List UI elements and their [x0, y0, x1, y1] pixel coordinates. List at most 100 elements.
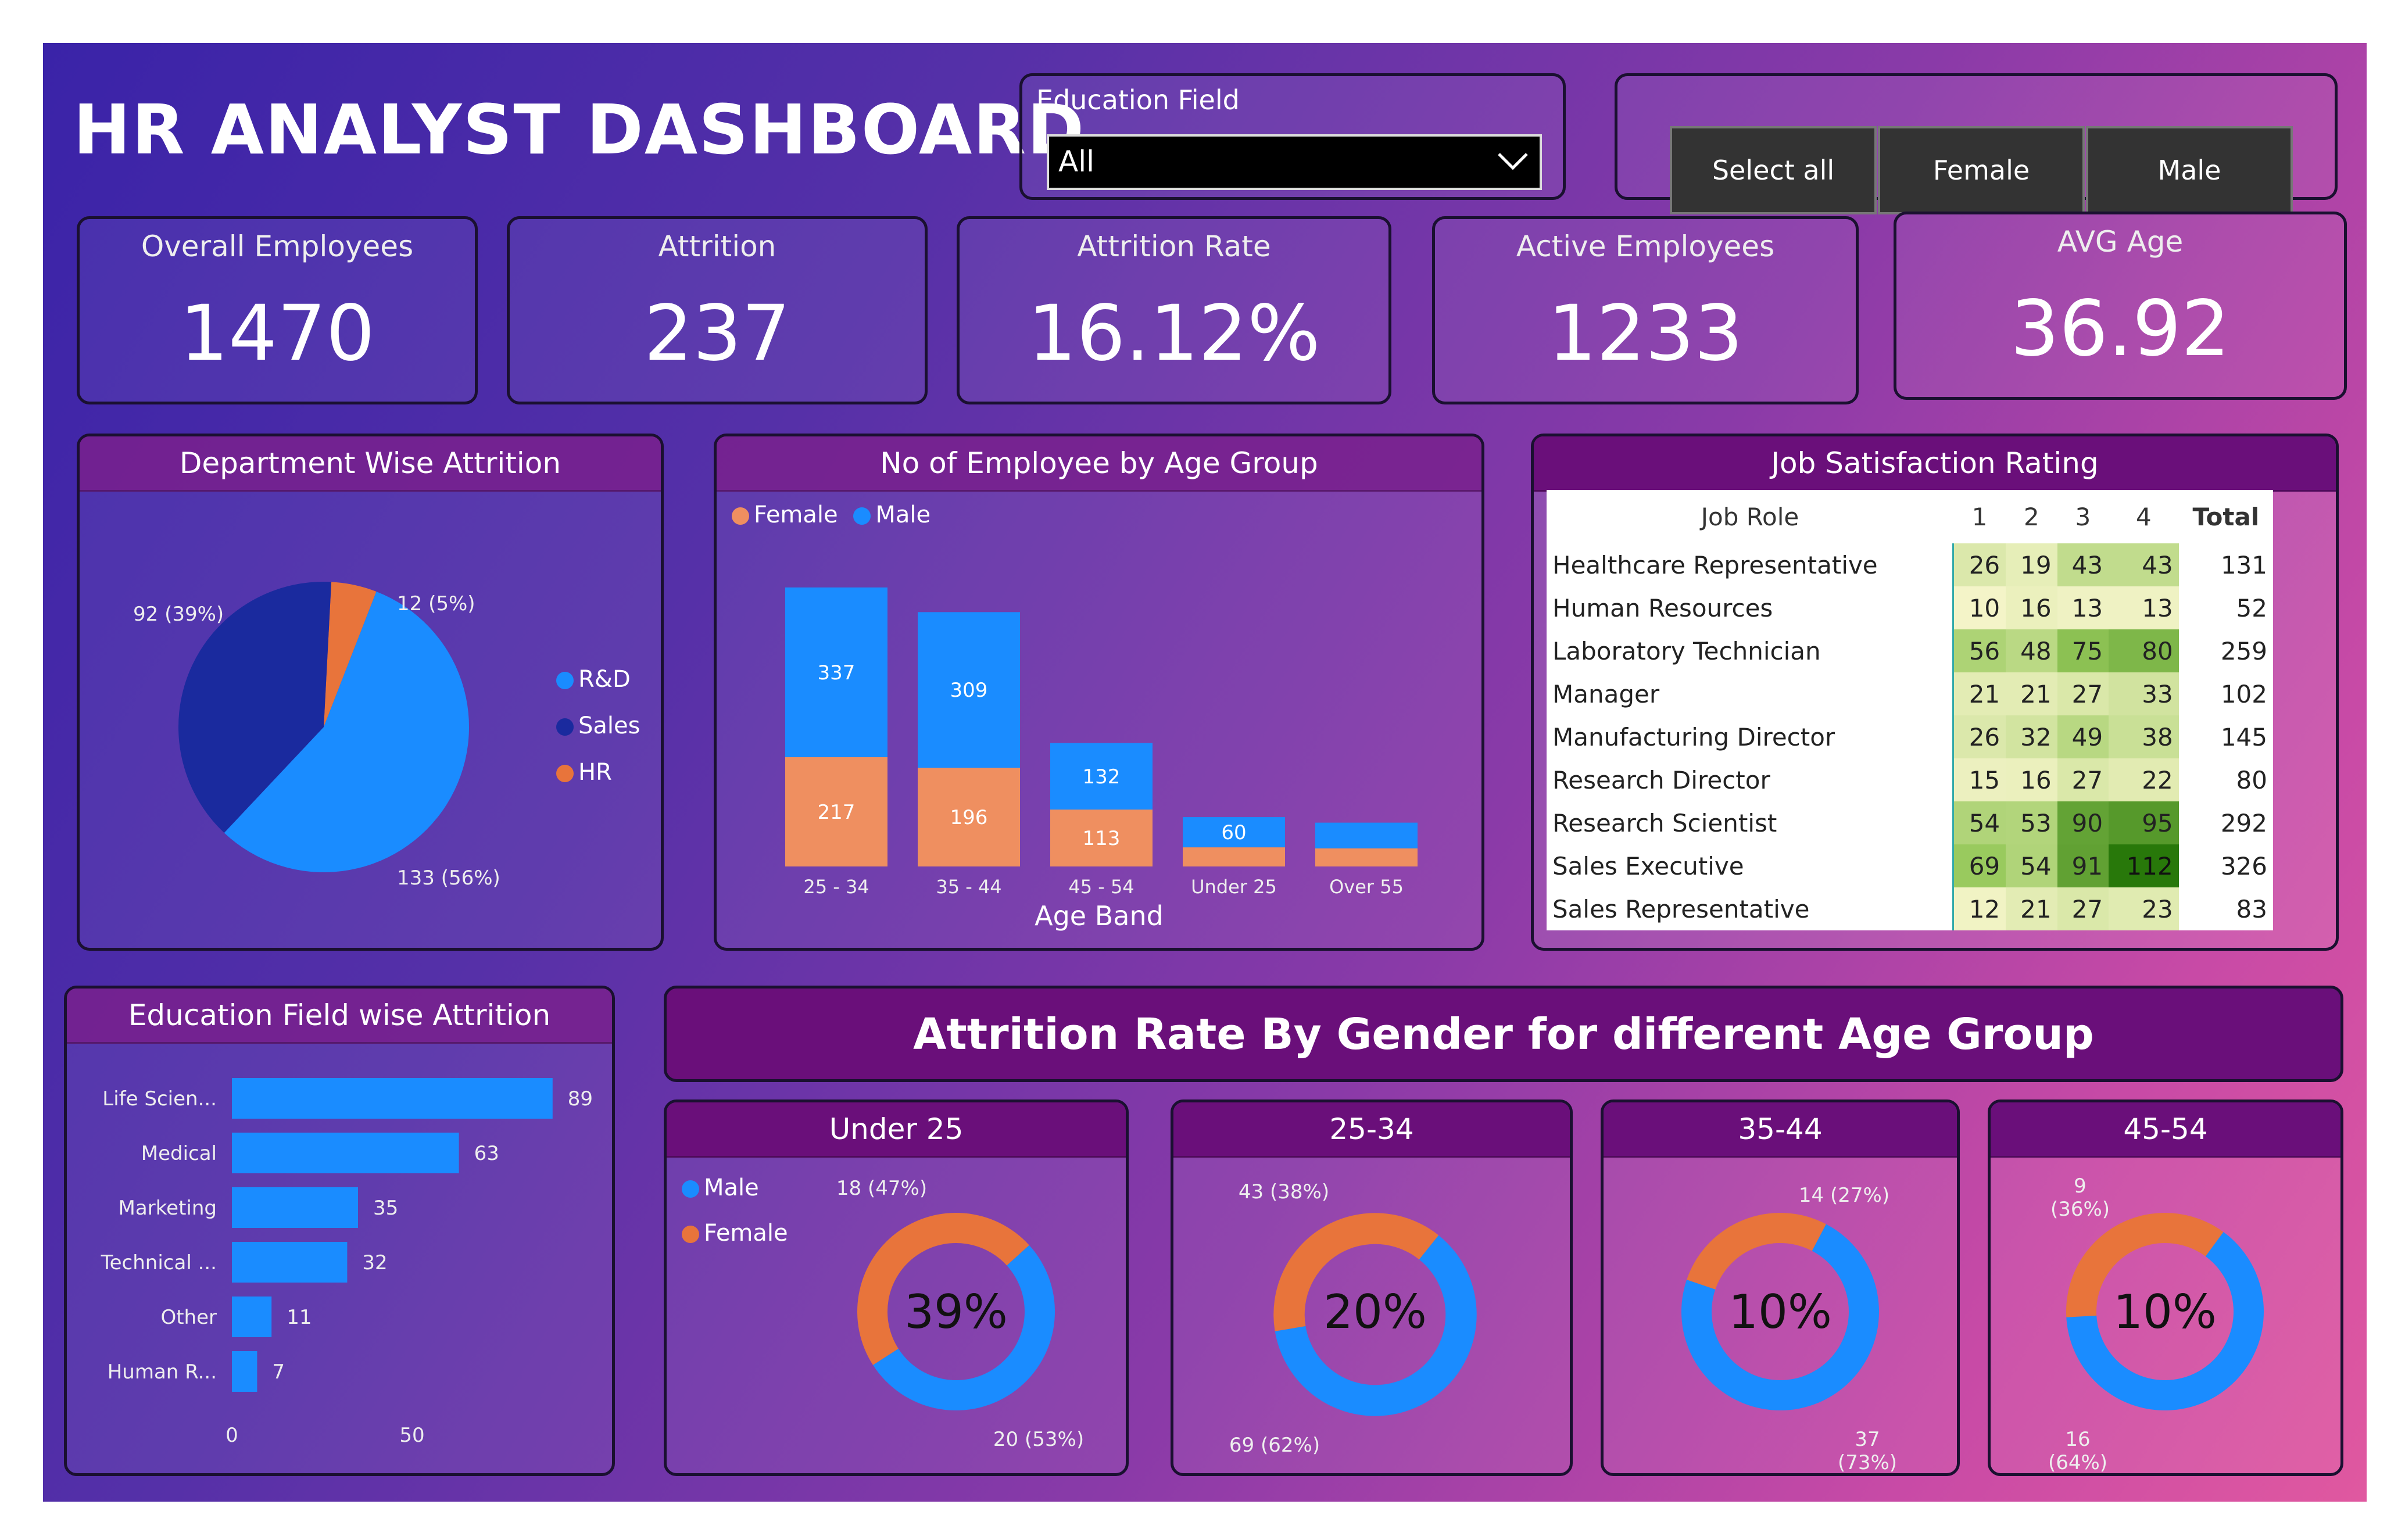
rating-cell: 48 — [2006, 629, 2057, 672]
total-cell: 131 — [2178, 543, 2273, 586]
x-tick-label: 25 - 34 — [803, 876, 869, 898]
legend-item-female: Female — [682, 1210, 788, 1256]
bar — [232, 1351, 257, 1392]
donut-legend: Male Female — [682, 1165, 788, 1256]
bar-male — [1183, 817, 1285, 848]
pie-label-rd: 133 (56%) — [397, 866, 500, 890]
rating-cell: 32 — [2006, 715, 2057, 758]
x-tick-label: 0 — [226, 1424, 238, 1447]
legend-item-female: Female — [732, 502, 838, 528]
donut-card-under-25: Under 25 Male Female 39% 18 (47%) 20 (53… — [664, 1100, 1129, 1476]
rating-cell: 21 — [2006, 887, 2057, 930]
kpi-title: Active Employees — [1516, 230, 1775, 263]
donut-slice-female — [2066, 1213, 2224, 1317]
legend-item-sales: Sales — [556, 703, 640, 749]
table-row: Sales Executive 69 54 91 112 326 — [1547, 844, 2273, 887]
column-header: 2 — [2006, 490, 2057, 543]
table-header-row: Job Role 1 2 3 4 Total — [1547, 490, 2273, 543]
table-row: Research Scientist 54 53 90 95 292 — [1547, 801, 2273, 844]
bar-male — [1315, 822, 1418, 848]
rating-cell: 112 — [2109, 844, 2179, 887]
donut-label-female: 18 (47%) — [836, 1177, 928, 1200]
job-role-cell: Research Scientist — [1547, 801, 1955, 844]
rating-cell: 80 — [2109, 629, 2179, 672]
education-field-slicer: Education Field All — [1019, 73, 1566, 200]
job-role-cell: Manufacturing Director — [1547, 715, 1955, 758]
donut-card-35-44: 35-44 10% 14 (27%) 37 (73%) — [1601, 1100, 1960, 1476]
education-field-dropdown[interactable]: All — [1047, 134, 1542, 190]
rating-cell: 10 — [1953, 586, 2006, 629]
panel-title: Department Wise Attrition — [80, 436, 661, 492]
total-cell: 102 — [2178, 672, 2273, 715]
y-tick-label: Technical ... — [101, 1251, 217, 1274]
panel-title: No of Employee by Age Group — [717, 436, 1481, 492]
donut-slice-male — [873, 1245, 1055, 1410]
bar-label-male: 60 — [1221, 821, 1246, 844]
kpi-card-overall-employees: Overall Employees 1470 — [77, 216, 478, 404]
rating-cell: 27 — [2057, 887, 2109, 930]
rating-cell: 33 — [2109, 672, 2179, 715]
female-button[interactable]: Female — [1878, 126, 2085, 214]
bar-value-label: 11 — [287, 1306, 312, 1329]
bar-label-male: 132 — [1083, 765, 1121, 789]
donut-center-value: 10% — [1728, 1285, 1832, 1339]
panel-title: 45-54 — [1991, 1102, 2340, 1158]
job-role-cell: Laboratory Technician — [1547, 629, 1955, 672]
rating-cell: 16 — [2006, 586, 2057, 629]
pie-label-sales: 92 (39%) — [133, 603, 224, 626]
bar-label-female: 113 — [1083, 827, 1121, 850]
legend-item-male: Male — [682, 1165, 788, 1210]
kpi-value: 237 — [644, 289, 790, 378]
bar-male — [918, 612, 1020, 768]
pie-label-hr: 12 (5%) — [397, 592, 475, 615]
panel-title: Under 25 — [667, 1102, 1126, 1158]
dashboard-canvas: HR ANALYST DASHBOARD Education Field All… — [43, 43, 2367, 1502]
job-role-cell: Healthcare Representative — [1547, 543, 1955, 586]
x-tick-label: 45 - 54 — [1068, 876, 1134, 898]
kpi-value: 1470 — [180, 289, 375, 378]
pie-slice-hr — [324, 582, 377, 727]
donut-label-female: 14 (27%) — [1798, 1184, 1890, 1207]
bar-label-male: 337 — [818, 661, 856, 685]
bar — [232, 1242, 348, 1283]
panel-title: 25-34 — [1173, 1102, 1570, 1158]
kpi-value: 16.12% — [1028, 289, 1320, 378]
donut-card-25-34: 25-34 20% 43 (38%) 69 (62%) — [1171, 1100, 1573, 1476]
rating-cell: 43 — [2057, 543, 2109, 586]
bar-value-label: 32 — [362, 1251, 387, 1274]
total-cell: 259 — [2178, 629, 2273, 672]
column-header: Job Role — [1547, 490, 1953, 543]
panel-title: Education Field wise Attrition — [67, 989, 612, 1044]
donut-slice-female — [1273, 1213, 1439, 1331]
age-group-bar-chart: 217 337 25 - 34 196 309 35 - 44 113 132 45 - 54 6… — [785, 587, 1418, 898]
dept-pie-chart — [178, 582, 469, 872]
total-cell: 292 — [2178, 801, 2273, 844]
donut-chart-25-34 — [1273, 1213, 1477, 1416]
bar-male — [785, 587, 887, 757]
donut-slice-male — [2066, 1231, 2264, 1410]
male-button[interactable]: Male — [2086, 126, 2293, 214]
gender-slicer: Select all Female Male — [1615, 73, 2338, 214]
donut-center-value: 20% — [1323, 1285, 1427, 1339]
rating-cell: 91 — [2057, 844, 2109, 887]
chevron-down-icon — [1497, 149, 1529, 175]
legend-item-hr: HR — [556, 749, 640, 796]
x-tick-label: 35 - 44 — [936, 876, 1001, 898]
table-row: Manager 21 21 27 33 102 — [1547, 672, 2273, 715]
select-all-button[interactable]: Select all — [1670, 126, 1877, 214]
rating-cell: 54 — [2006, 844, 2057, 887]
kpi-card-attrition: Attrition 237 — [507, 216, 928, 404]
bar-value-label: 89 — [568, 1087, 593, 1111]
y-tick-label: Other — [160, 1306, 217, 1329]
bar-label-male: 309 — [950, 679, 988, 702]
education-attrition-panel: Education Field wise Attrition Life Scie… — [64, 986, 615, 1476]
total-cell: 145 — [2178, 715, 2273, 758]
donut-chart-45-54 — [2066, 1213, 2264, 1410]
bar — [232, 1187, 358, 1228]
job-satisfaction-table: Job Role 1 2 3 4 Total Healthcare Representati… — [1547, 490, 2273, 930]
bar-female — [785, 757, 887, 866]
rating-cell: 26 — [1953, 715, 2006, 758]
bar-label-female: 196 — [950, 806, 988, 829]
section-title: Attrition Rate By Gender for different A… — [913, 1009, 2094, 1059]
kpi-card-avg-age: AVG Age 36.92 — [1894, 212, 2347, 400]
